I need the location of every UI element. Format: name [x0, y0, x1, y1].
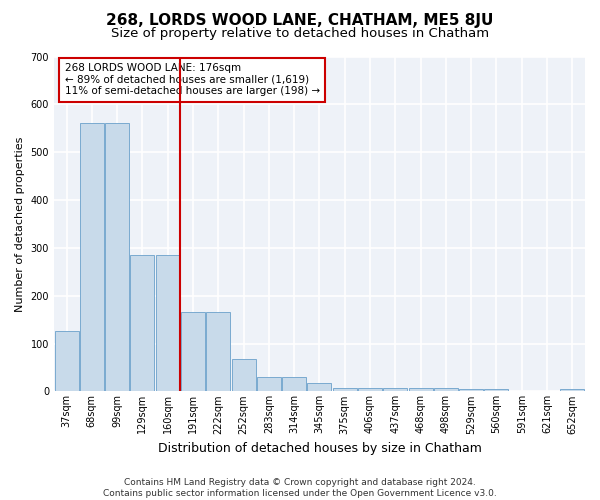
- Text: Size of property relative to detached houses in Chatham: Size of property relative to detached ho…: [111, 28, 489, 40]
- Bar: [80, 124, 104, 392]
- X-axis label: Distribution of detached houses by size in Chatham: Distribution of detached houses by size …: [158, 442, 481, 455]
- Bar: [282, 377, 306, 392]
- Bar: [383, 388, 407, 392]
- Bar: [358, 388, 382, 392]
- Bar: [105, 124, 129, 392]
- Bar: [307, 383, 331, 392]
- Bar: [333, 388, 357, 392]
- Bar: [206, 312, 230, 392]
- Bar: [181, 312, 205, 392]
- Text: 268 LORDS WOOD LANE: 176sqm
← 89% of detached houses are smaller (1,619)
11% of : 268 LORDS WOOD LANE: 176sqm ← 89% of det…: [65, 63, 320, 96]
- Bar: [156, 255, 180, 392]
- Bar: [484, 389, 508, 392]
- Text: Contains HM Land Registry data © Crown copyright and database right 2024.
Contai: Contains HM Land Registry data © Crown c…: [103, 478, 497, 498]
- Bar: [459, 389, 483, 392]
- Bar: [55, 330, 79, 392]
- Bar: [232, 359, 256, 392]
- Bar: [560, 389, 584, 392]
- Bar: [130, 255, 154, 392]
- Bar: [257, 377, 281, 392]
- Bar: [434, 388, 458, 392]
- Y-axis label: Number of detached properties: Number of detached properties: [15, 136, 25, 312]
- Text: 268, LORDS WOOD LANE, CHATHAM, ME5 8JU: 268, LORDS WOOD LANE, CHATHAM, ME5 8JU: [106, 12, 494, 28]
- Bar: [409, 388, 433, 392]
